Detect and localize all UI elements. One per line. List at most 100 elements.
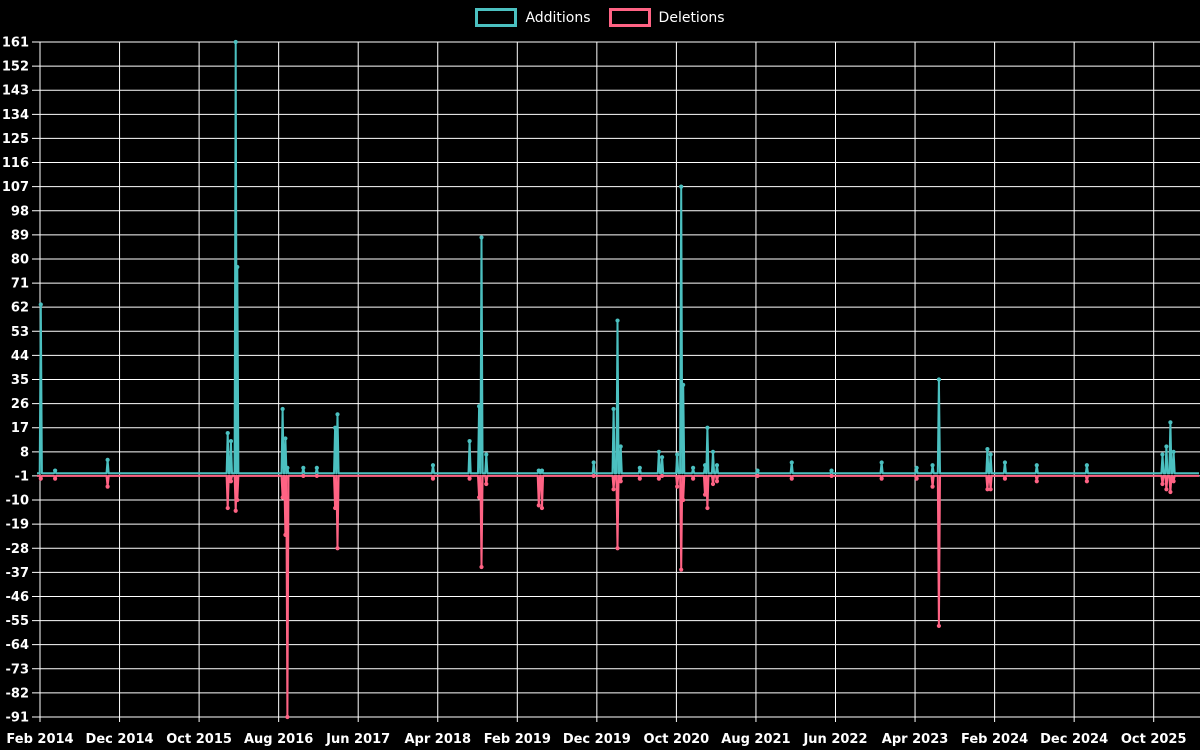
deletions-point: [702, 492, 708, 497]
additions-point: [691, 465, 696, 470]
y-tick-label: -1: [15, 469, 29, 484]
y-tick-label: -73: [6, 662, 30, 677]
chart-legend: Additions Deletions: [0, 8, 1200, 27]
additions-point: [789, 460, 794, 465]
deletions-point: [1171, 479, 1176, 484]
additions-point: [914, 465, 919, 470]
additions-point: [477, 404, 482, 409]
deletions-point: [477, 495, 482, 500]
deletions-point: [936, 623, 942, 629]
y-tick-label: -55: [6, 614, 30, 629]
deletions-point: [1084, 479, 1089, 484]
y-tick-label: 107: [2, 180, 29, 195]
additions-point: [467, 439, 472, 444]
deletions-point: [879, 476, 884, 481]
deletions-point: [467, 476, 472, 481]
additions-point: [714, 463, 720, 468]
additions-point: [936, 377, 942, 382]
additions-point: [705, 425, 710, 430]
additions-point: [233, 39, 238, 45]
x-tick-label: Dec 2019: [563, 732, 631, 747]
additions-point: [1160, 452, 1165, 457]
y-tick-label: 44: [11, 349, 29, 364]
y-tick-label: 80: [11, 252, 29, 267]
deletions-point: [301, 473, 306, 479]
deletions-point: [536, 503, 541, 508]
additions-point: [675, 452, 680, 457]
x-tick-label: Oct 2015: [166, 732, 232, 747]
additions-point: [335, 412, 340, 417]
deletions-point: [930, 484, 935, 489]
deletions-line: [37, 474, 1199, 718]
additions-point: [679, 184, 684, 189]
y-tick-label: 134: [2, 108, 29, 123]
deletions-point: [679, 567, 684, 572]
additions-point: [1168, 420, 1173, 425]
additions-point: [430, 463, 436, 468]
additions-point: [710, 449, 716, 454]
deletions-point: [228, 479, 234, 484]
deletions-point: [280, 495, 285, 500]
y-tick-label: -28: [6, 542, 30, 557]
deletions-point: [285, 714, 290, 720]
x-tick-label: Dec 2024: [1040, 732, 1108, 747]
deletions-point: [53, 476, 58, 481]
deletions-point: [430, 476, 436, 481]
deletions-point: [1160, 481, 1165, 487]
deletions-point: [283, 532, 288, 537]
additions-point: [1084, 463, 1089, 468]
deletions-point: [335, 546, 340, 551]
additions-point: [755, 468, 760, 473]
additions-point: [285, 465, 290, 470]
deletions-point: [681, 497, 686, 503]
deletions-point: [314, 473, 319, 479]
y-tick-label: -64: [6, 638, 30, 653]
deletions-point: [710, 481, 716, 487]
additions-point: [38, 302, 43, 307]
deletions-point: [618, 479, 623, 484]
deletions-point: [615, 546, 620, 551]
additions-point: [53, 468, 58, 473]
y-tick-label: 161: [2, 36, 29, 51]
additions-point: [314, 465, 319, 470]
x-tick-label: Jun 2017: [325, 732, 390, 747]
y-tick-label: 89: [11, 228, 29, 243]
deletions-point: [1164, 487, 1169, 492]
deletions-point: [333, 505, 338, 511]
legend-item-deletions[interactable]: Deletions: [608, 8, 725, 27]
additions-point: [280, 406, 285, 412]
y-tick-label: -19: [6, 518, 30, 533]
deletions-point: [233, 508, 238, 513]
legend-item-additions[interactable]: Additions: [475, 8, 591, 27]
deletions-point: [714, 479, 720, 484]
x-tick-label: Feb 2014: [6, 732, 73, 747]
y-tick-label: -82: [6, 686, 30, 701]
additions-point: [637, 465, 642, 470]
additions-line: [37, 41, 1199, 475]
additions-point: [225, 430, 230, 436]
y-tick-label: -37: [6, 566, 30, 581]
deletions-point: [479, 564, 484, 570]
additions-point: [1164, 444, 1169, 449]
additions-point: [1002, 460, 1008, 465]
deletions-point: [539, 505, 545, 511]
additions-point: [829, 468, 834, 473]
deletions-point: [789, 476, 794, 481]
deletions-point: [1034, 479, 1039, 484]
additions-point: [656, 449, 661, 454]
additions-point: [301, 465, 306, 470]
deletions-point: [691, 476, 696, 481]
y-tick-label: 125: [2, 132, 29, 147]
y-tick-label: 143: [2, 84, 29, 99]
deletions-point: [1168, 489, 1173, 495]
additions-point: [539, 468, 545, 473]
additions-point: [988, 452, 993, 457]
x-tick-label: Apr 2018: [405, 732, 472, 747]
deletions-point: [484, 481, 489, 487]
y-tick-label: 26: [11, 397, 29, 412]
additions-point: [615, 318, 620, 323]
additions-point: [333, 425, 338, 430]
deletions-swatch-icon: [608, 8, 651, 27]
additions-point: [702, 463, 708, 468]
